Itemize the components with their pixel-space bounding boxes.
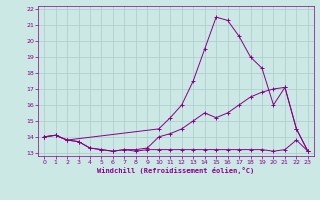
X-axis label: Windchill (Refroidissement éolien,°C): Windchill (Refroidissement éolien,°C) — [97, 167, 255, 174]
